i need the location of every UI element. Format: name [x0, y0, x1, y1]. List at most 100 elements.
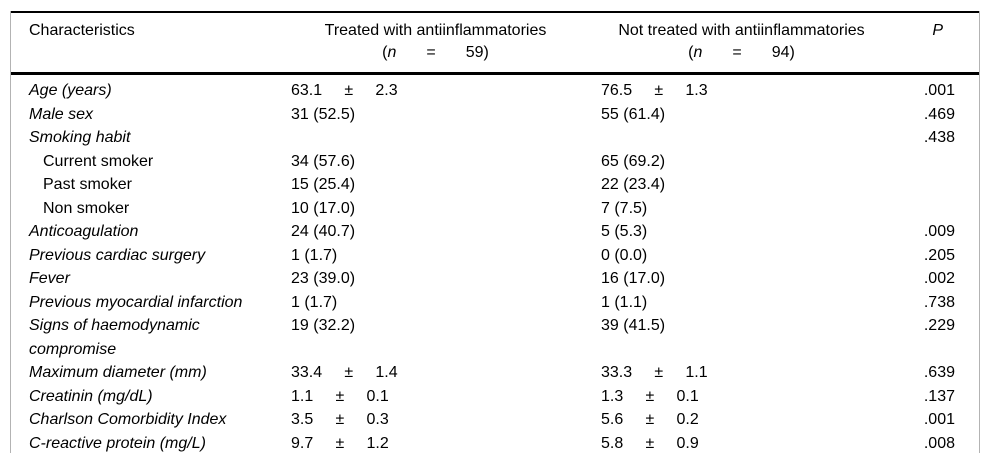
treated-group-label: Treated with antiinflammatories — [324, 22, 547, 39]
row-label: Fever — [29, 270, 70, 287]
not-treated-value-cell: 33.3 ± 1.1 — [601, 364, 708, 381]
table-row: Maximum diameter (mm) 33.4 ± 1.4 33.3 ± … — [11, 361, 979, 385]
equals-sign: = — [732, 44, 742, 61]
p-value-cell: .738 — [923, 293, 955, 311]
not-treated-value-cell: 7 (7.5) — [601, 199, 648, 217]
treated-value-cell: 31 (52.5) — [291, 105, 356, 123]
row-label: Age (years) — [29, 82, 112, 99]
characteristics-table: Characteristics Treated with antiinflamm… — [11, 11, 979, 453]
header-not-treated-group: Not treated with antiinflammatories (n = 9… — [581, 11, 883, 75]
treated-value-cell: 10 (17.0) — [291, 199, 356, 217]
not-treated-value-cell: 1 (1.1) — [601, 293, 648, 311]
header-characteristics: Characteristics — [11, 11, 267, 75]
table-row: Signs of haemodynamic compromise 19 (32.… — [11, 314, 979, 361]
p-value-cell: .639 — [923, 364, 955, 381]
not-treated-group-label: Not treated with antiinflammatories — [618, 22, 865, 39]
n-symbol: n — [387, 44, 397, 61]
header-row: Characteristics Treated with antiinflamm… — [11, 11, 979, 75]
row-label: Previous myocardial infarction — [29, 293, 243, 311]
not-treated-value-cell: 5 (5.3) — [601, 223, 648, 240]
treated-value-cell: 24 (40.7) — [291, 223, 356, 240]
equals-sign: = — [426, 44, 436, 61]
row-label-cell: Past smoker — [11, 173, 267, 197]
p-value-cell — [883, 197, 979, 221]
table-row: C-reactive protein (mg/L) 9.7 ± 1.2 5.8 … — [11, 431, 979, 453]
not-treated-value-cell: 22 (23.4) — [601, 176, 666, 193]
row-label: Charlson Comorbidity Index — [29, 411, 227, 428]
not-treated-value-cell: 5.8 ± 0.9 — [581, 431, 883, 453]
treated-value-cell: 9.7 ± 1.2 — [267, 431, 581, 453]
not-treated-value-cell — [581, 126, 883, 150]
not-treated-value-cell: 0 (0.0) — [601, 246, 648, 264]
table-row: Fever 23 (39.0) 16 (17.0) .002 — [11, 267, 979, 291]
p-value-cell: .438 — [923, 129, 955, 146]
treated-value-cell: 1.1 ± 0.1 — [291, 387, 389, 405]
treated-value-cell: 19 (32.2) — [291, 317, 356, 334]
treated-value-cell: 34 (57.6) — [291, 152, 356, 170]
row-label: Current smoker — [43, 152, 154, 170]
table-row: Anticoagulation 24 (40.7) 5 (5.3) .009 — [11, 220, 979, 244]
row-label: Smoking habit — [29, 129, 131, 146]
header-p-column: P — [883, 11, 979, 75]
not-treated-value-cell: 55 (61.4) — [601, 105, 666, 123]
paren-open: ( — [382, 44, 388, 61]
p-value-cell — [883, 173, 979, 197]
row-label-cell: Male sex — [11, 103, 267, 127]
table-frame: Characteristics Treated with antiinflamm… — [10, 11, 980, 453]
row-label: Anticoagulation — [29, 223, 139, 240]
table-row: Age (years) 63.1 ± 2.3 76.5 ± 1.3 .001 — [11, 74, 979, 103]
treated-group-n: (n = 59) — [291, 42, 580, 64]
p-value-cell: .137 — [923, 387, 955, 405]
not-treated-value-cell: 65 (69.2) — [601, 152, 666, 170]
p-value-cell: .001 — [923, 411, 955, 428]
table-row: Previous cardiac surgery 1 (1.7) 0 (0.0)… — [11, 244, 979, 268]
treated-value-cell: 15 (25.4) — [291, 176, 356, 193]
row-label: Maximum diameter (mm) — [29, 364, 207, 381]
treated-value-cell: 1 (1.7) — [291, 246, 338, 264]
row-label-cell: Previous cardiac surgery — [11, 244, 267, 268]
table-row: Previous myocardial infarction 1 (1.7) 1… — [11, 291, 979, 315]
row-label: Non smoker — [43, 199, 130, 217]
p-value-cell: .229 — [923, 317, 955, 334]
not-treated-value-cell: 16 (17.0) — [601, 270, 666, 287]
row-label-cell: Current smoker — [11, 150, 267, 174]
row-label-cell: C-reactive protein (mg/L) — [11, 431, 267, 453]
treated-value-cell: 3.5 ± 0.3 — [291, 411, 389, 428]
table-row: Current smoker 34 (57.6) 65 (69.2) — [11, 150, 979, 174]
p-value-cell: .008 — [883, 431, 979, 453]
row-label-cell: Creatinin (mg/dL) — [11, 385, 267, 409]
table-row: Male sex 31 (52.5) 55 (61.4) .469 — [11, 103, 979, 127]
paren-close: ) — [483, 44, 489, 61]
treated-value-cell: 33.4 ± 1.4 — [291, 364, 398, 381]
n-count: 94 — [771, 44, 790, 61]
not-treated-value-cell: 5.6 ± 0.2 — [601, 411, 699, 428]
not-treated-group-n: (n = 94) — [601, 42, 882, 64]
table-row: Past smoker 15 (25.4) 22 (23.4) — [11, 173, 979, 197]
treated-value-cell — [267, 126, 581, 150]
table-row: Charlson Comorbidity Index 3.5 ± 0.3 5.6… — [11, 408, 979, 432]
p-value-cell: .001 — [923, 82, 955, 99]
row-label-cell: Age (years) — [11, 74, 267, 103]
paren-open: ( — [688, 44, 694, 61]
header-treated-group: Treated with antiinflammatories (n = 59) — [267, 11, 581, 75]
paren-close: ) — [789, 44, 795, 61]
row-label: Previous cardiac surgery — [29, 246, 206, 264]
row-label-cell: Anticoagulation — [11, 220, 267, 244]
p-value-cell: .205 — [923, 246, 955, 264]
row-label: C-reactive protein (mg/L) — [29, 434, 206, 452]
row-label-cell: Previous myocardial infarction — [11, 291, 267, 315]
treated-value-cell: 23 (39.0) — [291, 270, 356, 287]
p-value-cell: .469 — [923, 105, 955, 123]
p-value-cell: .002 — [923, 270, 955, 287]
row-label: Male sex — [29, 105, 94, 123]
not-treated-value-cell: 1.3 ± 0.1 — [601, 387, 699, 405]
table-row: Creatinin (mg/dL) 1.1 ± 0.1 1.3 ± 0.1 .1… — [11, 385, 979, 409]
table-row: Smoking habit .438 — [11, 126, 979, 150]
table-header: Characteristics Treated with antiinflamm… — [11, 11, 979, 75]
row-label-cell: Charlson Comorbidity Index — [11, 408, 267, 432]
row-label: Creatinin (mg/dL) — [29, 387, 153, 405]
row-label-cell: Fever — [11, 267, 267, 291]
row-label: Signs of haemodynamic compromise — [29, 317, 200, 358]
table-body: Age (years) 63.1 ± 2.3 76.5 ± 1.3 .001 M… — [11, 74, 979, 453]
